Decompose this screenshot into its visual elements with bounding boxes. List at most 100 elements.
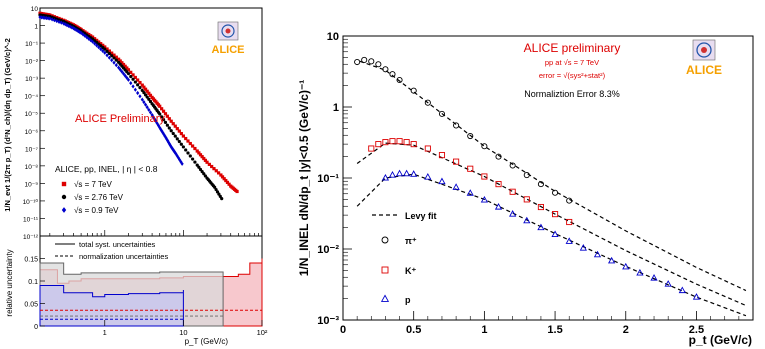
left-legend-title: ALICE, pp, INEL, | η | < 0.8 xyxy=(55,164,158,174)
left-legend-marker xyxy=(61,181,67,187)
right-data-point xyxy=(593,250,602,258)
left-data-point xyxy=(107,49,111,53)
left-data-point xyxy=(89,34,93,38)
levy-fit-line-0 xyxy=(359,60,747,292)
right-data-point xyxy=(368,58,375,65)
left-data-point xyxy=(40,11,44,16)
right-data-point xyxy=(537,223,545,231)
left-data-point xyxy=(169,129,173,133)
left-data-point xyxy=(125,75,129,80)
left-data-point xyxy=(200,170,204,174)
left-data-point xyxy=(205,160,209,164)
left-data-point xyxy=(162,132,166,137)
left-data-point xyxy=(41,12,45,16)
legend-norm: normalization uncertainties xyxy=(79,252,168,261)
left-data-point xyxy=(138,80,142,85)
left-bottom-y-tick-label: 0.15 xyxy=(24,257,38,264)
right-identified-spectra-panel: 10 1 10⁻¹ 10⁻² 10⁻³0 0.5 1 1.5 2 2.5 ALICE prelim… xyxy=(297,31,754,347)
left-legend-marker xyxy=(61,207,67,213)
left-data-point xyxy=(161,109,166,113)
left-data-point xyxy=(117,65,121,70)
left-data-point xyxy=(186,151,190,155)
left-data-point xyxy=(103,50,107,55)
right-y-tick-label: 1 xyxy=(333,102,339,114)
left-data-point xyxy=(148,110,153,115)
right-data-point xyxy=(495,181,502,188)
left-top-y-tick-label: 10⁻³ xyxy=(25,76,39,83)
right-data-point xyxy=(395,169,404,177)
left-data-point xyxy=(41,15,45,20)
left-data-point xyxy=(114,63,118,68)
right-x-tick-label: 0 xyxy=(340,324,346,336)
right-series xyxy=(354,56,701,300)
right-data-point xyxy=(388,171,397,178)
left-data-point xyxy=(87,32,91,37)
left-data-point xyxy=(171,131,175,136)
left-data-point xyxy=(138,94,142,99)
right-legend-marker xyxy=(381,236,389,244)
right-data-point xyxy=(389,71,396,78)
left-top-y-tick-label: 10⁻⁸ xyxy=(25,164,39,171)
right-legend-label: p xyxy=(405,295,411,305)
right-data-point xyxy=(382,139,389,146)
left-data-point xyxy=(165,114,169,118)
right-data-point xyxy=(523,216,531,224)
left-data-point xyxy=(142,91,146,95)
left-data-point xyxy=(93,37,97,41)
left-data-point xyxy=(173,134,177,138)
right-data-point xyxy=(523,172,530,179)
alice-logo-right-text: ALICE xyxy=(686,63,722,77)
right-legend: Levy fit π⁺ K⁺ p xyxy=(372,211,437,305)
left-top-y-tick-label: 10⁻¹² xyxy=(23,234,39,241)
left-bottom-y-axis-label: relative uncertainty xyxy=(5,249,14,316)
left-data-point xyxy=(163,120,168,125)
left-top-series xyxy=(38,11,239,201)
left-data-point xyxy=(186,139,190,143)
right-data-point xyxy=(566,218,573,226)
left-data-point xyxy=(129,70,133,74)
left-data-point xyxy=(114,58,118,62)
left-data-point xyxy=(133,80,137,84)
right-data-point xyxy=(368,145,375,152)
left-data-point xyxy=(145,105,149,110)
left-data-point xyxy=(203,174,208,178)
left-data-point xyxy=(125,66,129,70)
left-data-point xyxy=(225,180,230,185)
right-data-point xyxy=(438,110,446,117)
left-data-point xyxy=(197,151,201,155)
left-data-point xyxy=(191,144,195,148)
left-data-point xyxy=(148,93,153,97)
left-data-point xyxy=(148,99,153,104)
right-data-point xyxy=(678,286,686,294)
left-data-point xyxy=(191,157,195,161)
right-y-tick-label: 10⁻² xyxy=(317,244,339,256)
alice-logo-left-text: ALICE xyxy=(212,44,245,56)
right-data-point xyxy=(452,183,460,190)
left-bottom-uncertainty-panel: 0 0.05 0.1 0.15 1 10 10² total syst. uncertain… xyxy=(5,235,268,346)
left-data-point xyxy=(143,87,148,91)
left-data-point xyxy=(193,160,197,164)
right-data-point xyxy=(566,197,573,204)
right-data-point xyxy=(509,210,517,217)
right-data-point xyxy=(424,145,431,152)
left-data-point xyxy=(95,43,99,48)
right-data-point xyxy=(509,188,516,195)
left-data-point xyxy=(110,51,114,55)
left-data-point xyxy=(112,53,116,57)
left-data-point xyxy=(138,86,142,90)
right-data-point xyxy=(438,177,446,185)
left-data-point xyxy=(224,178,228,183)
right-data-point xyxy=(650,273,658,281)
left-data-point xyxy=(207,162,211,166)
left-data-point xyxy=(120,61,124,65)
left-data-point xyxy=(147,97,151,101)
left-data-point xyxy=(55,18,59,24)
left-data-point xyxy=(147,91,151,95)
left-data-point xyxy=(145,95,149,99)
right-data-point xyxy=(565,237,573,244)
left-annotation: ALICE Preliminary xyxy=(75,113,165,125)
left-data-point xyxy=(114,55,118,59)
left-data-point xyxy=(145,89,149,93)
left-data-point xyxy=(105,49,109,53)
right-legend-label: π⁺ xyxy=(405,236,417,246)
